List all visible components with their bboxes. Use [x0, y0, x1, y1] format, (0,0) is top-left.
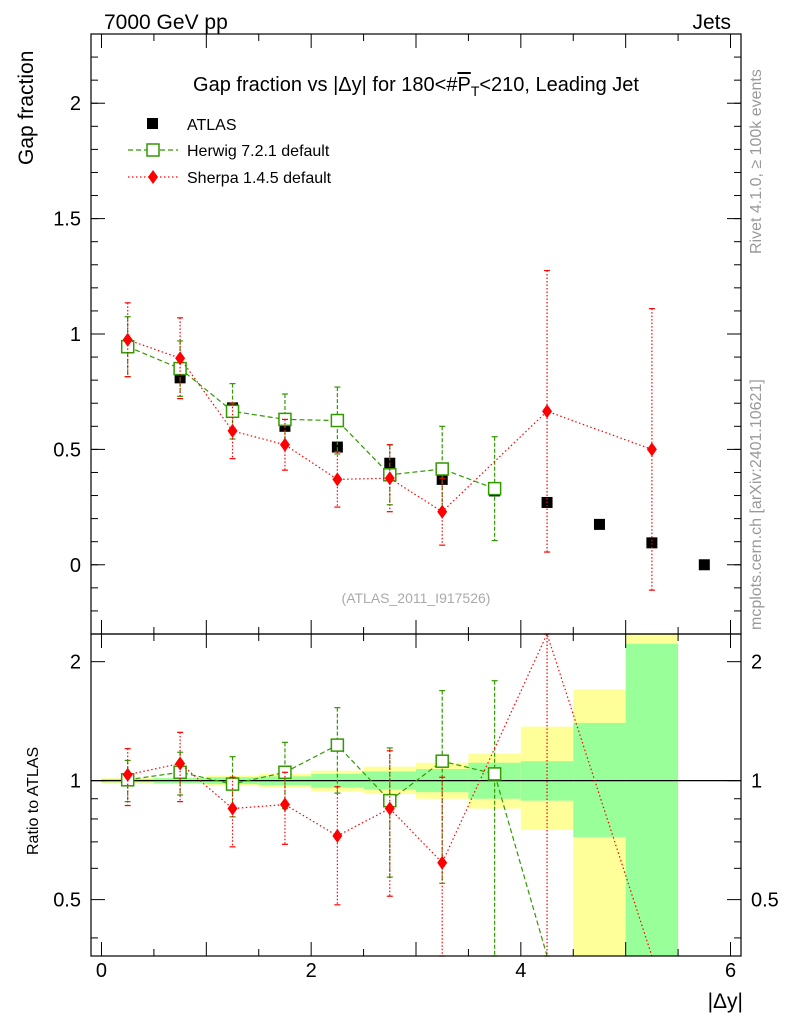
legend: ATLAS Herwig 7.2.1 default Sherpa 1.4.5 …	[128, 117, 332, 187]
mcplots-label: mcplots.cern.ch [arXiv:2401.10621]	[748, 379, 765, 630]
analysis-watermark: (ATLAS_2011_I917526)	[342, 590, 491, 606]
sherpa-main-point-2	[227, 423, 238, 438]
main-ytick-label-0: 0	[70, 555, 81, 577]
ratio-ytick-label-1: 1	[70, 771, 81, 793]
ratio-plot-data	[91, 632, 741, 957]
header-left: 7000 GeV pp	[104, 11, 228, 34]
sherpa-main-point-7	[542, 404, 553, 419]
ratio-ytick-label-0: 0.5	[53, 890, 81, 912]
ratio-ytick-label-right-1: 1	[751, 771, 762, 793]
title-part-p: P	[457, 74, 470, 96]
title-part-pre: Gap fraction vs |Δy| for 180<#	[193, 74, 458, 96]
legend-herwig-label: Herwig 7.2.1 default	[187, 143, 330, 160]
band-green-10	[625, 643, 679, 956]
legend-herwig-marker	[146, 143, 160, 157]
title-part-t: T	[471, 83, 480, 99]
main-ylabel: Gap fraction	[15, 51, 38, 165]
herwig-line	[127, 346, 495, 490]
title-part-post: <210, Leading Jet	[479, 74, 639, 96]
sherpa-main-point-6	[437, 504, 448, 519]
sherpa-main-point-3	[279, 437, 290, 452]
ratio-xtick-label-2: 4	[515, 960, 526, 982]
rivet-label: Rivet 4.1.0, ≥ 100k events	[748, 69, 765, 254]
legend-atlas-label: ATLAS	[187, 117, 237, 134]
sherpa-main-point-1	[175, 351, 186, 366]
plot-frames: 0 0.5 1 1.5 2 0 2 4 6 0.5 0.5 1 1 2 2	[53, 33, 779, 982]
herwig-ratio-point-6	[435, 754, 449, 768]
main-ytick-label-4: 2	[70, 93, 81, 115]
ratio-ytick-label-2: 2	[70, 652, 81, 674]
sherpa-ratio-point-0	[122, 767, 133, 782]
ratio-ytick-label-right-2: 2	[751, 652, 762, 674]
sherpa-ratio-point-6	[437, 855, 448, 870]
legend-sherpa-marker	[148, 170, 158, 184]
ratio-xtick-label-1: 2	[306, 960, 317, 982]
sherpa-ratio-point-4	[332, 828, 343, 843]
sherpa-ratio-point-2	[227, 801, 238, 816]
herwig-main-point-7	[487, 481, 502, 496]
main-plot-data	[120, 269, 710, 591]
main-ytick-label-1: 0.5	[53, 439, 81, 461]
band-green-9	[573, 722, 626, 838]
sherpa-main-point-4	[332, 472, 343, 487]
main-ytick-label-3: 1.5	[53, 209, 81, 231]
herwig-ratio-point-7	[487, 767, 502, 781]
atlas-point-10	[646, 537, 658, 549]
herwig-main-point-6	[435, 462, 449, 476]
header-right: Jets	[692, 11, 731, 34]
atlas-point-11	[698, 559, 710, 571]
legend-atlas-marker	[147, 118, 158, 129]
main-title: Gap fraction vs |Δy| for 180<#PT<210, Le…	[193, 74, 639, 99]
sherpa-main-point-0	[122, 332, 133, 347]
atlas-point-9	[593, 518, 605, 530]
sherpa-ratio-point-1	[175, 756, 186, 771]
legend-sherpa-label: Sherpa 1.4.5 default	[187, 170, 332, 187]
sherpa-main-point-5	[384, 471, 395, 486]
sherpa-ratio-point-5	[384, 801, 395, 816]
herwig-main-point-4	[330, 413, 345, 428]
sherpa-line	[127, 339, 653, 513]
ratio-ytick-label-right-0: 0.5	[751, 890, 779, 912]
ratio-xtick-label-0: 0	[96, 960, 107, 982]
ratio-xtick-label-3: 6	[725, 960, 736, 982]
herwig-ratio-point-4	[330, 738, 345, 752]
ratio-ylabel: Ratio to ATLAS	[25, 747, 42, 855]
ratio-xlabel: |Δy|	[708, 990, 743, 1013]
sherpa-main-point-8	[646, 442, 657, 457]
main-ytick-label-2: 1	[70, 324, 81, 346]
sherpa-ratio-point-3	[279, 797, 290, 812]
